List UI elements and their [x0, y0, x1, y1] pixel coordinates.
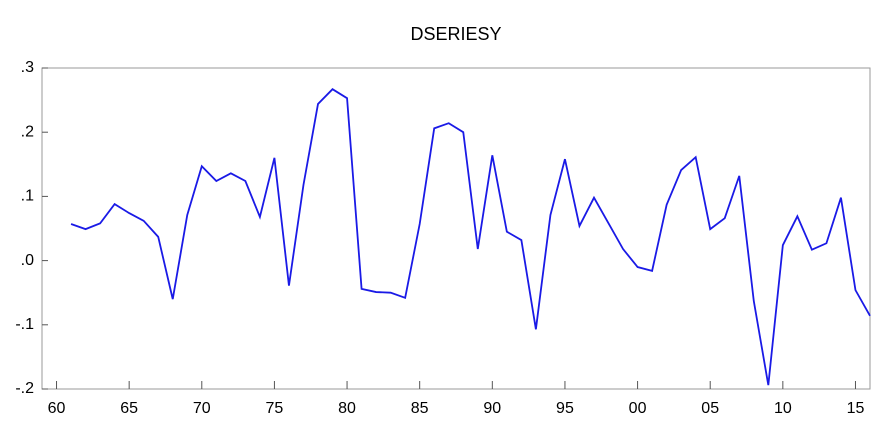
x-tick-label: 10: [774, 400, 792, 417]
x-tick-label: 60: [48, 400, 66, 417]
x-tick-label: 75: [266, 400, 284, 417]
y-tick-label: .0: [21, 252, 34, 269]
y-tick-label: .3: [21, 59, 34, 76]
x-tick-label: 70: [193, 400, 211, 417]
y-tick-label: .2: [21, 123, 34, 140]
x-tick-label: 00: [629, 400, 647, 417]
x-tick-label: 80: [338, 400, 356, 417]
plot-frame: [41, 67, 871, 390]
chart-title: DSERIESY: [410, 24, 501, 44]
x-tick-label: 05: [701, 400, 719, 417]
x-tick-label: 85: [411, 400, 429, 417]
data-line: [70, 88, 871, 386]
x-tick-label: 65: [120, 400, 138, 417]
x-tick-label: 15: [847, 400, 865, 417]
x-tick-label: 90: [483, 400, 501, 417]
x-tick-label: 95: [556, 400, 574, 417]
y-tick-label: .1: [21, 188, 34, 205]
y-tick-label: -.2: [15, 380, 34, 397]
y-tick-label: -.1: [15, 316, 34, 333]
